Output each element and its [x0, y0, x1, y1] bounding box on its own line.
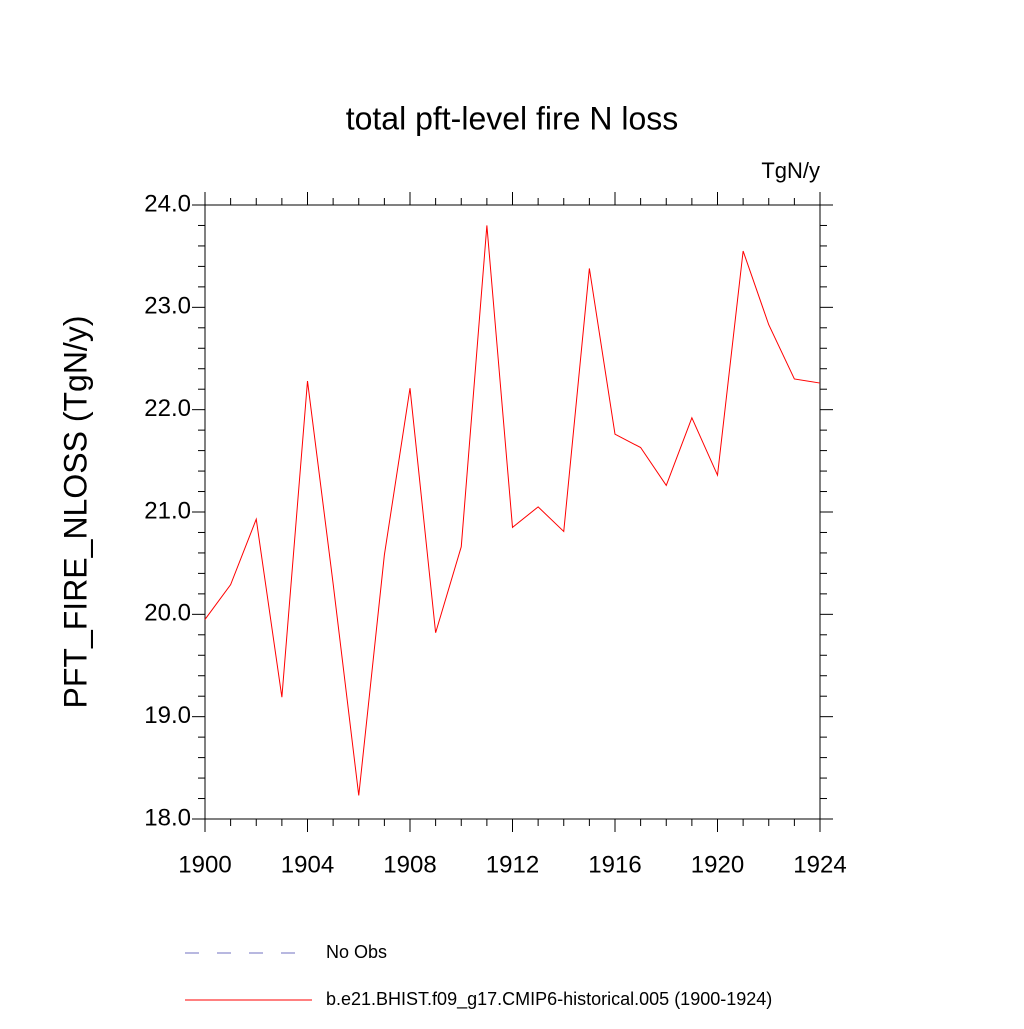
x-tick-label: 1916: [588, 851, 641, 878]
y-axis-label: PFT_FIRE_NLOSS (TgN/y): [57, 316, 93, 709]
legend-label: No Obs: [326, 942, 387, 962]
legend-label: b.e21.BHIST.f09_g17.CMIP6-historical.005…: [326, 989, 772, 1010]
y-tick-label: 20.0: [144, 600, 191, 627]
y-tick-label: 21.0: [144, 497, 191, 524]
y-tick-label: 18.0: [144, 804, 191, 831]
x-tick-label: 1908: [383, 851, 436, 878]
x-tick-label: 1912: [486, 851, 539, 878]
y-tick-label: 19.0: [144, 702, 191, 729]
chart-title: total pft-level fire N loss: [346, 100, 679, 136]
x-tick-label: 1924: [793, 851, 846, 878]
units-label: TgN/y: [761, 158, 820, 183]
y-tick-label: 24.0: [144, 190, 191, 217]
x-tick-label: 1900: [178, 851, 231, 878]
x-tick-label: 1920: [691, 851, 744, 878]
y-tick-label: 23.0: [144, 293, 191, 320]
data-line: [204, 225, 821, 796]
x-tick-label: 1904: [281, 851, 334, 878]
y-tick-label: 22.0: [144, 395, 191, 422]
